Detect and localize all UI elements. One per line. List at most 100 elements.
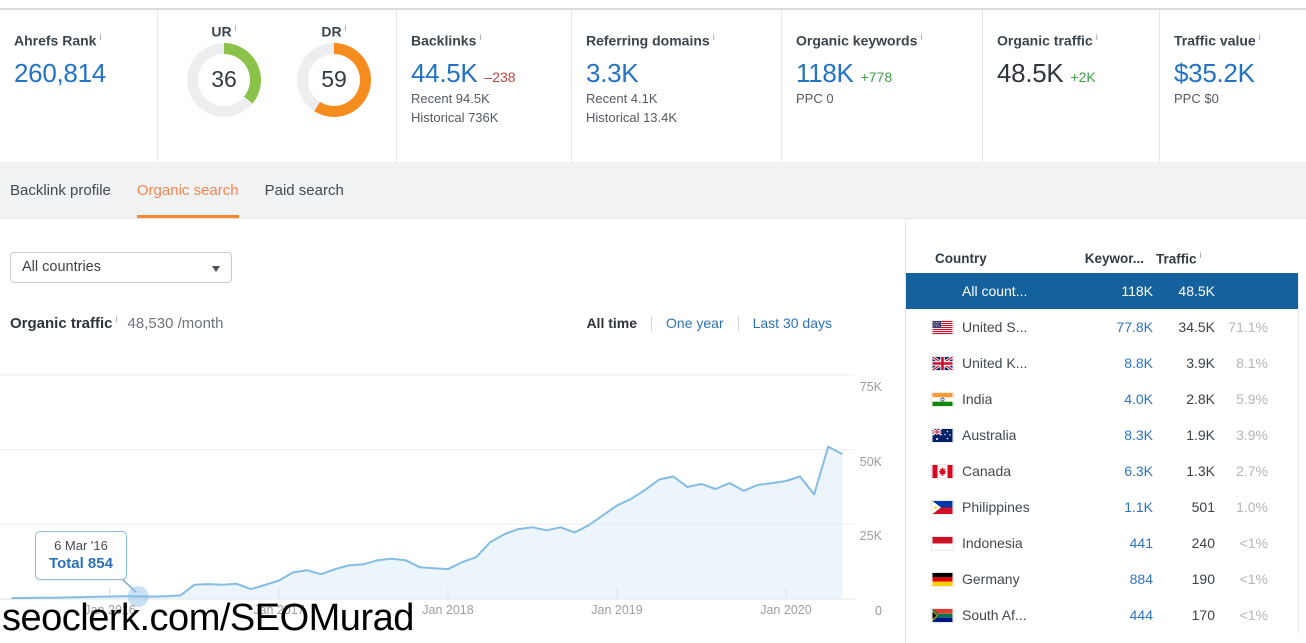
traffic-value-ppc: PPC $0 <box>1174 90 1219 106</box>
x-axis-label: Jan 2016 <box>84 603 136 617</box>
info-icon: i <box>115 314 118 324</box>
organic-traffic-chart[interactable]: 6 Mar '16 Total 854 75K 50K 25K 0 Jan 2016 Ja… <box>0 360 905 628</box>
info-icon: i <box>234 23 237 33</box>
metric-organic-keywords: Organic keywords i 118K +778 PPC 0 <box>782 10 983 162</box>
flag-icon-za <box>931 607 954 623</box>
x-axis-label: Jan 2017 <box>253 603 305 617</box>
country-row-germany[interactable]: Germany 884 190 <1% <box>906 561 1298 597</box>
chart-current-value: 48,530 /month <box>127 315 224 332</box>
country-filter-dropdown[interactable]: All countries <box>10 252 232 283</box>
column-traffic[interactable]: Traffic i <box>1156 249 1202 267</box>
keywords-count-link[interactable]: 444 <box>1129 607 1153 623</box>
keywords-count-link[interactable]: 77.8K <box>1116 319 1153 335</box>
tab-backlink-profile[interactable]: Backlink profile <box>10 181 111 199</box>
country-row-all-count[interactable]: All count... 118K 48.5K <box>906 273 1298 309</box>
backlinks-recent: Recent 94.5K <box>411 90 490 106</box>
country-row-united-s[interactable]: United S... 77.8K 34.5K 71.1% <box>906 309 1298 345</box>
keywords-count-link[interactable]: 4.0K <box>1124 391 1153 407</box>
flag-icon-ph <box>931 499 954 515</box>
country-row-india[interactable]: India 4.0K 2.8K 5.9% <box>906 381 1298 417</box>
metric-label: Organic keywords i <box>796 32 923 49</box>
referring-recent: Recent 4.1K <box>586 90 658 106</box>
country-row-south-af[interactable]: South Af... 444 170 <1% <box>906 597 1298 633</box>
keywords-count-link[interactable]: 6.3K <box>1124 463 1153 479</box>
country-name: All count... <box>962 283 1028 299</box>
hovered-point-marker <box>127 585 149 607</box>
ur-gauge: UR i 36 <box>187 23 261 162</box>
traffic-percent: <1% <box>1239 607 1268 623</box>
metric-ur-dr: UR i 36 DR i 59 <box>158 10 397 162</box>
time-range-all-time[interactable]: All time <box>586 315 638 331</box>
metric-organic-traffic: Organic traffic i 48.5K +2K <box>983 10 1160 162</box>
keywords-count-link[interactable]: 1.1K <box>1124 499 1153 515</box>
traffic-percent: <1% <box>1239 571 1268 587</box>
metrics-bar: Ahrefs Rank i 260,814 UR i 36 DR i 59 Backl… <box>0 9 1306 162</box>
report-tabs: Backlink profile Organic search Paid searc… <box>0 162 1306 219</box>
column-country[interactable]: Country <box>935 250 987 266</box>
organic-keywords-value[interactable]: 118K <box>796 57 854 88</box>
chart-tooltip: 6 Mar '16 Total 854 <box>35 531 127 580</box>
traffic-percent: <1% <box>1239 535 1268 551</box>
time-range-last-30-days[interactable]: Last 30 days <box>752 315 832 331</box>
flag-icon-ca <box>931 463 954 479</box>
range-divider <box>737 315 739 331</box>
traffic-value: 1.9K <box>1186 427 1215 443</box>
info-icon: i <box>1199 249 1202 260</box>
ahrefs-rank-value[interactable]: 260,814 <box>14 57 106 88</box>
flag-icon-in <box>931 391 954 407</box>
metric-ahrefs-rank: Ahrefs Rank i 260,814 <box>0 10 158 162</box>
metric-referring-domains: Referring domains i 3.3K Recent 4.1K Hist… <box>572 10 782 162</box>
organic-search-pane: All countries Organic traffic i 48,530 /mo… <box>0 219 905 643</box>
country-row-canada[interactable]: Canada 6.3K 1.3K 2.7% <box>906 453 1298 489</box>
info-icon: i <box>712 32 715 42</box>
metric-label: Traffic value i <box>1174 32 1261 49</box>
keywords-count-link[interactable]: 8.8K <box>1124 355 1153 371</box>
tooltip-total: Total 854 <box>49 555 113 572</box>
tab-organic-search[interactable]: Organic search <box>136 162 239 218</box>
tab-paid-search[interactable]: Paid search <box>264 181 344 199</box>
country-name: United S... <box>962 319 1028 335</box>
traffic-value: 170 <box>1191 607 1215 623</box>
keywords-count-link[interactable]: 884 <box>1129 571 1153 587</box>
y-axis-label: 0 <box>875 604 882 618</box>
backlinks-value[interactable]: 44.5K <box>411 57 478 88</box>
traffic-value: 240 <box>1191 535 1215 551</box>
referring-domains-value[interactable]: 3.3K <box>586 57 639 88</box>
metric-label: UR i <box>211 23 237 40</box>
traffic-value: 34.5K <box>1178 319 1215 335</box>
country-row-philippines[interactable]: Philippines 1.1K 501 1.0% <box>906 489 1298 525</box>
range-divider <box>651 315 653 331</box>
keywords-count-link[interactable]: 441 <box>1129 535 1153 551</box>
traffic-percent: 71.1% <box>1228 319 1268 335</box>
dr-value: 59 <box>321 66 347 93</box>
traffic-value: 1.3K <box>1186 463 1215 479</box>
country-row-australia[interactable]: Australia 8.3K 1.9K 3.9% <box>906 417 1298 453</box>
backlinks-historical: Historical 736K <box>411 109 499 125</box>
metric-label: Referring domains i <box>586 32 715 49</box>
column-keywords[interactable]: Keywor... <box>1084 250 1144 266</box>
x-axis-label: Jan 2018 <box>422 603 474 617</box>
info-icon: i <box>99 32 102 42</box>
chart-canvas[interactable] <box>0 360 905 628</box>
tooltip-date: 6 Mar '16 <box>54 538 108 553</box>
info-icon: i <box>1095 32 1098 42</box>
keywords-count-link[interactable]: 118K <box>1121 283 1153 299</box>
y-axis-label: 50K <box>859 454 882 469</box>
traffic-value-value[interactable]: $35.2K <box>1174 57 1255 88</box>
country-name: South Af... <box>962 607 1027 623</box>
flag-icon-us <box>931 319 954 335</box>
keywords-count-link[interactable]: 8.3K <box>1124 427 1153 443</box>
organic-keywords-ppc: PPC 0 <box>796 90 834 106</box>
y-axis-label: 25K <box>859 529 882 544</box>
country-name: United K... <box>962 355 1028 371</box>
country-row-united-k[interactable]: United K... 8.8K 3.9K 8.1% <box>906 345 1298 381</box>
metric-label: Backlinks i <box>411 32 482 49</box>
info-icon: i <box>344 23 347 33</box>
flag-icon-au <box>931 427 954 443</box>
info-icon: i <box>920 32 923 42</box>
country-name: Australia <box>962 427 1017 443</box>
dr-gauge: DR i 59 <box>297 23 371 162</box>
country-row-indonesia[interactable]: Indonesia 441 240 <1% <box>906 525 1298 561</box>
dr-donut: 59 <box>297 42 371 117</box>
time-range-one-year[interactable]: One year <box>666 315 724 331</box>
